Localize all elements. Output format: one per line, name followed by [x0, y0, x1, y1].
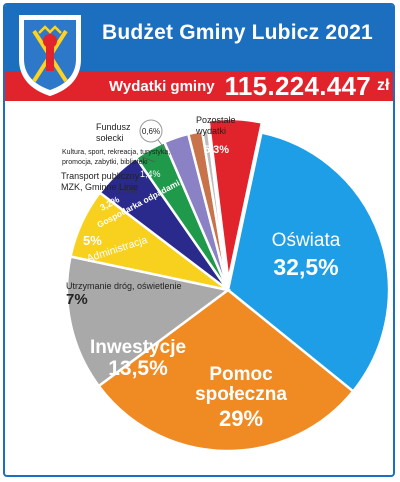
slice-value-label: 5,3%: [204, 144, 229, 156]
slice-value-label: 2,5%: [117, 186, 138, 196]
callout-label: Fundusz: [96, 122, 131, 132]
slice-label: Inwestycje: [90, 337, 186, 358]
callout-label: MZK, Gminne Linie: [61, 182, 138, 192]
slice-value-label: 0,6%: [142, 127, 160, 136]
callout-label: wydatki: [195, 126, 226, 136]
coat-of-arms-icon: [19, 15, 81, 97]
callout-label: Pozostałe: [196, 115, 236, 125]
slice-value-label: 5%: [83, 233, 102, 248]
callout-leader: [157, 139, 167, 151]
pie-slice-pozostale-wydatki: [207, 117, 264, 281]
amount-value: 115.224.447: [224, 70, 372, 101]
pie-slice-oświata: [226, 131, 391, 394]
slice-label: Utrzymanie dróg, oświetlenie: [66, 281, 182, 291]
callout-label: Transport publiczny: [61, 171, 140, 181]
pie-slice-fundusz-sołecki: [200, 128, 230, 291]
amount-unit: zł: [377, 77, 390, 94]
total-expenses: Wydatki gminy 115.224.447 zł: [109, 71, 390, 101]
callout-bubble: [139, 119, 163, 143]
slice-value-label: 7%: [66, 291, 88, 308]
slice-value-label: 29%: [219, 406, 263, 431]
pie-slice-pomoc-społeczna: [96, 288, 355, 453]
callout-label: promocja, zabytki, biblioteki: [62, 159, 148, 166]
amount-label: Wydatki gminy: [109, 77, 215, 95]
slice-label: Oświata: [272, 230, 341, 251]
callout-label: sołecki: [96, 133, 124, 143]
slice-value-label: 13,5%: [108, 357, 168, 380]
callout-leader: [141, 156, 156, 163]
pie-slice-inwestycje: [65, 255, 231, 388]
slice-value-label: 32,5%: [273, 254, 338, 280]
slice-value-label: 1,4%: [140, 169, 161, 179]
slice-label: społeczna: [195, 384, 287, 405]
slice-label: Pomoc: [209, 364, 273, 385]
callout-label: Kultura, sport, rekreacja, turystyka,: [62, 149, 170, 156]
page-title: Budżet Gminy Lubicz 2021: [102, 21, 373, 44]
